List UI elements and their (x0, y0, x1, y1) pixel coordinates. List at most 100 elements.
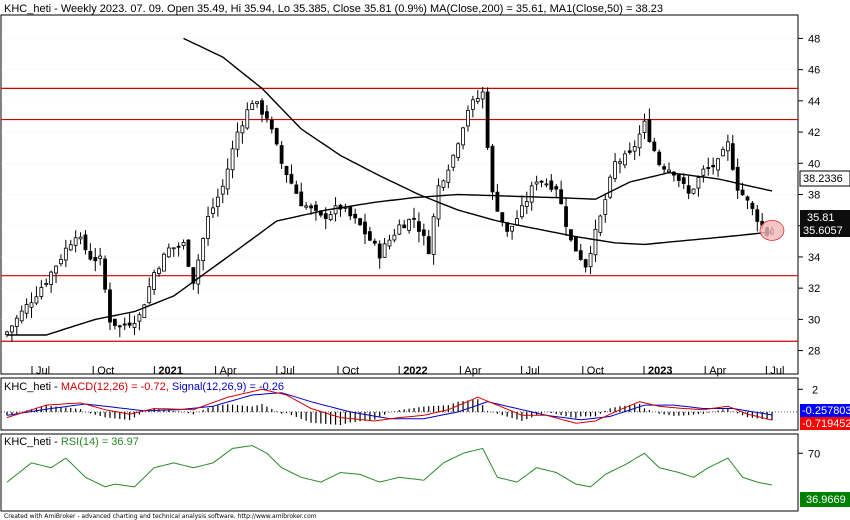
rsi-header-dash: - (51, 436, 61, 448)
candle-body (166, 247, 171, 258)
x-tick-label: Oct (587, 365, 604, 377)
macd-y-axis: 2 (798, 384, 818, 396)
candle-body (573, 236, 578, 252)
close-value-tag: 35.81 (800, 210, 850, 224)
candle-body (618, 161, 622, 164)
candle-body (701, 168, 706, 176)
candle-body (730, 143, 735, 170)
candle-body (387, 239, 392, 247)
candle-body (412, 217, 416, 220)
candle-body (716, 158, 720, 171)
ma200-line (183, 37, 773, 246)
price-header-ma50: MA1(Close,50) = 38.23 (550, 3, 663, 15)
x-tick-label: Apr (220, 365, 237, 377)
candle-body (29, 302, 34, 308)
candle-body (206, 215, 210, 239)
horizontal-lines (1, 87, 798, 342)
candle-body (309, 205, 313, 209)
candle-body (559, 189, 564, 205)
candle-body (725, 141, 730, 152)
candle-body (176, 245, 181, 248)
candle-body (402, 224, 407, 229)
candle-body (475, 98, 480, 102)
rsi-header-rsi: RSI(14) = 36.97 (61, 436, 139, 448)
candle-body (490, 145, 495, 193)
candle-body (510, 225, 514, 232)
candle-body (112, 318, 117, 326)
candle-body (554, 186, 559, 190)
candle-body (93, 257, 98, 262)
candle-body (353, 213, 358, 219)
price-header-ma200: MA(Close,200) = 35.61, (430, 3, 550, 15)
candle-body (667, 169, 671, 173)
candle-body (622, 153, 627, 166)
candle-body (392, 234, 397, 241)
candle-body (117, 325, 122, 328)
candle-body (485, 91, 490, 148)
candle-body (240, 125, 245, 134)
candle-body (520, 205, 524, 218)
candle-body (696, 177, 701, 189)
candle-body (657, 151, 662, 165)
candle-body (358, 218, 362, 226)
price-y-tick-label: 28 (808, 346, 820, 358)
price-header-ticker: KHC_heti (4, 3, 51, 15)
x-tick-label: Oct (342, 365, 359, 377)
candle-body (627, 150, 632, 153)
price-y-tick-label: 46 (808, 65, 820, 77)
candle-body (157, 268, 161, 274)
candle-body (328, 214, 333, 220)
candle-body (431, 216, 436, 255)
ma50-line (7, 171, 773, 336)
candle-body (127, 322, 132, 326)
candle-body (10, 325, 14, 333)
candle-body (569, 229, 573, 241)
candle-body (98, 255, 103, 259)
macd-header-ticker: KHC_heti (4, 381, 51, 393)
candle-body (456, 143, 461, 158)
price-header-details: - Weekly 2023. 07. 09. Open 35.49, Hi 35… (51, 3, 430, 15)
candle-body (480, 91, 485, 100)
candle-body (78, 236, 83, 240)
candle-body (407, 218, 412, 231)
x-tick-label: Apr (464, 365, 481, 377)
candle-body (367, 231, 372, 241)
candles (5, 86, 774, 342)
rsi-y-axis: 70 (798, 448, 820, 460)
candle-body (137, 314, 142, 322)
ma50-tag-text: 38.2336 (803, 173, 843, 185)
macd-value-tag: -0.719452 (800, 417, 850, 430)
candle-body (284, 165, 289, 176)
candle-body (426, 236, 431, 255)
candle-body (255, 101, 259, 104)
candle-body (191, 267, 196, 284)
candle-body (691, 188, 696, 194)
candle-body (83, 234, 88, 251)
candle-body (441, 180, 446, 188)
candle-body (397, 224, 402, 235)
candle-body (294, 184, 299, 194)
candle-body (186, 239, 191, 267)
candle-body (162, 253, 166, 272)
macd-header-dash: - (51, 381, 61, 393)
price-y-tick-label: 48 (808, 33, 820, 45)
candle-body (103, 258, 107, 290)
candle-body (524, 201, 529, 207)
candle-body (529, 185, 534, 203)
macd-header-signal: Signal(12,26,9) = -0.26 (172, 381, 284, 393)
candle-body (196, 259, 201, 285)
candle-body (289, 173, 294, 184)
candle-body (73, 237, 78, 246)
signal-tag-text: -0.257803 (802, 405, 850, 417)
candle-body (132, 323, 137, 328)
ma50-value-tag: 38.2336 (799, 170, 850, 187)
signal-value-tag: -0.257803 (800, 404, 850, 417)
candle-body (63, 247, 68, 261)
candle-body (181, 242, 186, 246)
candle-body (451, 154, 456, 168)
price-y-tick-label: 34 (808, 252, 820, 264)
candle-body (421, 229, 426, 236)
candle-body (539, 180, 544, 183)
candle-body (470, 99, 475, 110)
candle-body (211, 207, 215, 214)
